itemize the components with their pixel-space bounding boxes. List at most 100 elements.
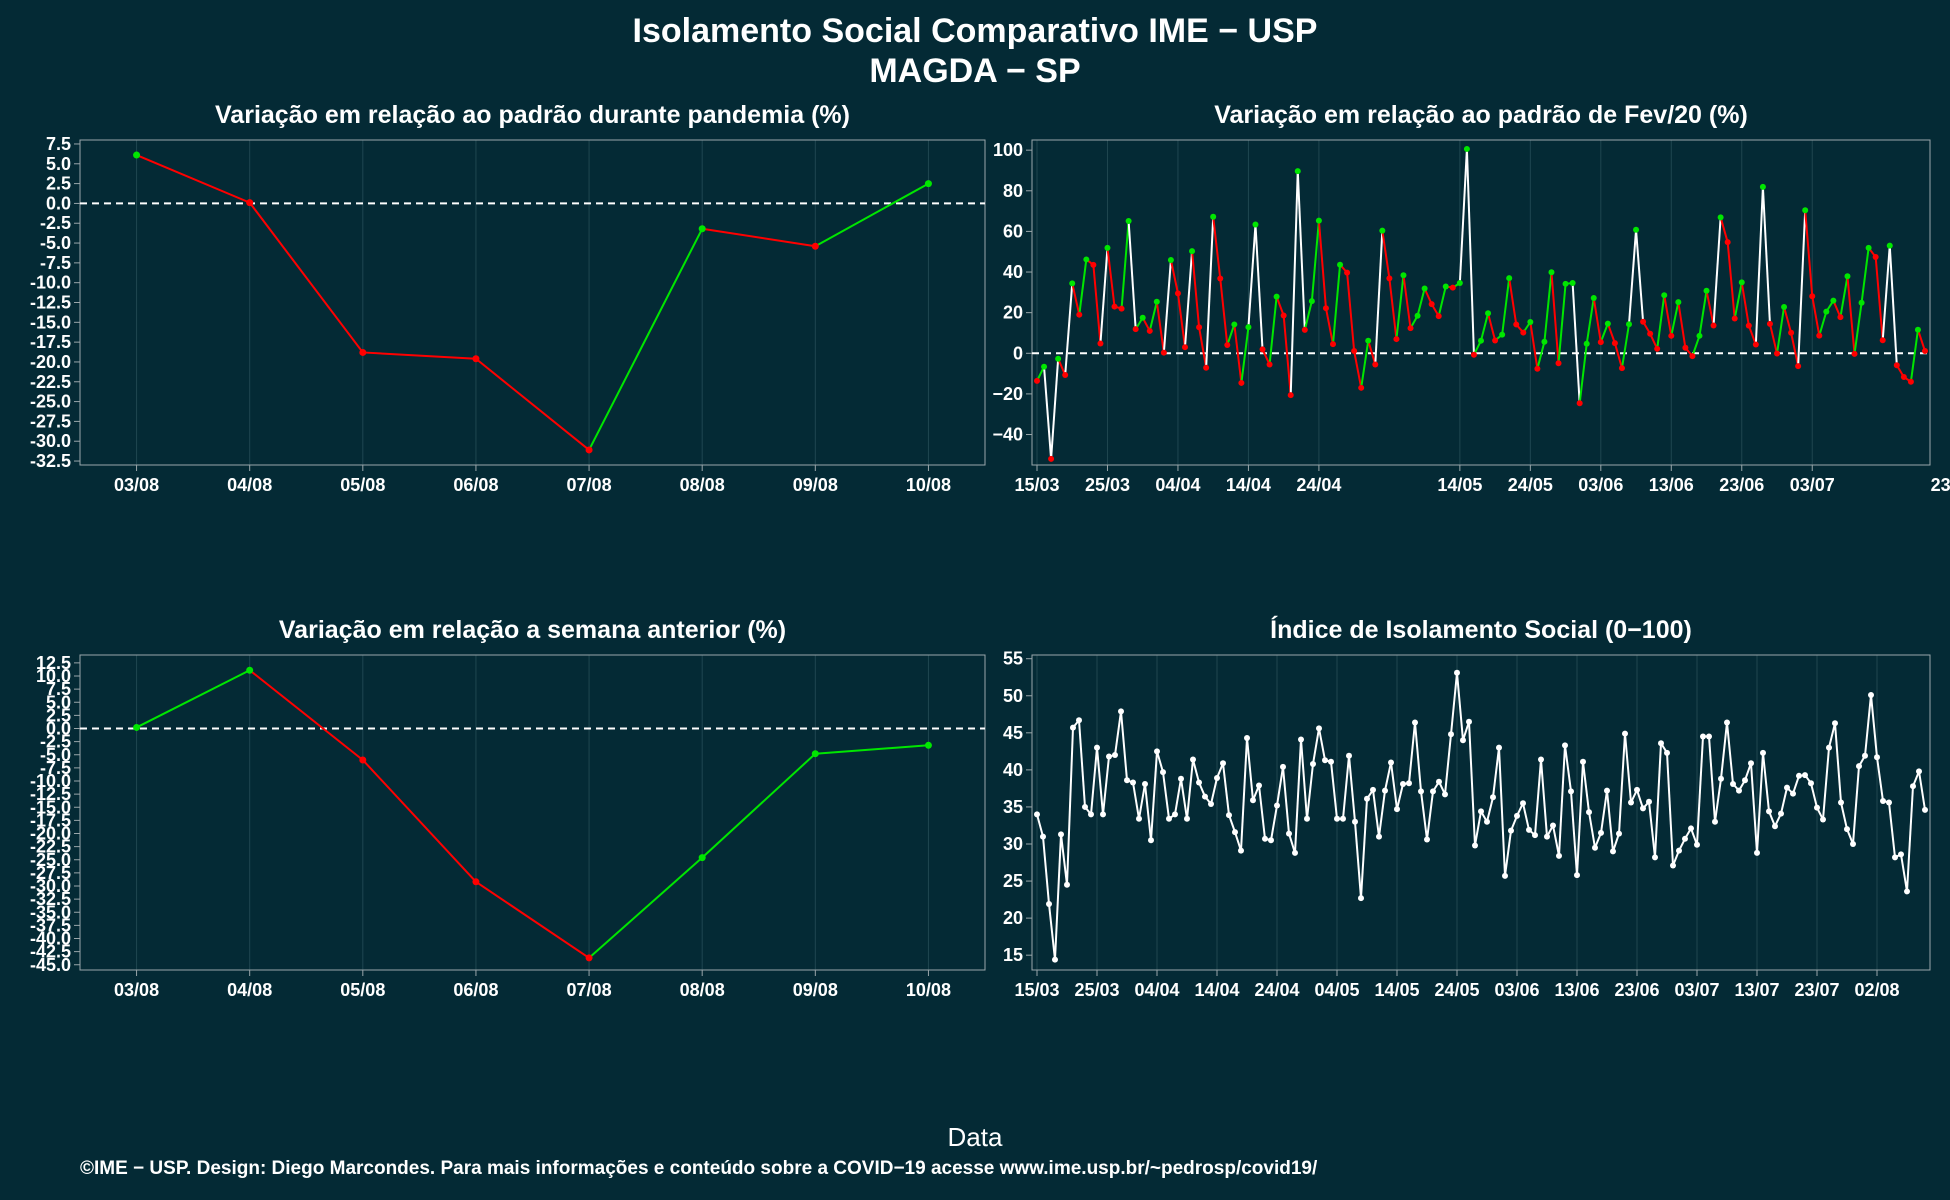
data-point xyxy=(1490,794,1496,801)
data-point xyxy=(1583,340,1590,347)
series-segment xyxy=(1780,787,1788,814)
data-point xyxy=(1153,298,1160,305)
data-point xyxy=(1365,337,1372,344)
footer-caption: ©IME − USP. Design: Diego Marcondes. Par… xyxy=(80,1158,1318,1179)
data-point xyxy=(1868,692,1874,699)
x-tick-label: 03/06 xyxy=(1578,475,1623,495)
series-segment xyxy=(1408,722,1416,784)
series-segment xyxy=(1420,791,1428,840)
series-segment xyxy=(1106,247,1116,307)
data-point xyxy=(1070,724,1076,731)
data-point xyxy=(1217,275,1224,282)
x-tick-label: 23/06 xyxy=(1614,980,1659,1000)
data-point xyxy=(1759,183,1766,190)
series-segment xyxy=(1628,229,1638,325)
data-point xyxy=(1478,808,1484,815)
data-point xyxy=(1160,769,1166,776)
series-segment xyxy=(1050,358,1060,459)
series-segment xyxy=(1288,833,1296,854)
y-tick-label: 2.5 xyxy=(46,705,71,725)
data-point xyxy=(1238,379,1245,386)
series-segment xyxy=(1557,283,1567,364)
series-segment xyxy=(1450,672,1458,735)
series-segment xyxy=(1296,171,1306,330)
data-point xyxy=(1879,337,1886,344)
x-tick-label: 09/08 xyxy=(793,475,838,495)
data-point xyxy=(1094,744,1100,751)
data-point xyxy=(1189,248,1196,255)
data-point xyxy=(1174,290,1181,297)
y-tick-label: -5.0 xyxy=(40,233,71,253)
series-segment xyxy=(1636,789,1644,809)
series-segment xyxy=(1078,720,1086,808)
data-point xyxy=(1652,854,1658,861)
series-segment xyxy=(1330,761,1338,819)
data-point xyxy=(472,878,480,886)
data-point xyxy=(1872,254,1879,260)
data-point xyxy=(1340,815,1346,822)
data-point xyxy=(1634,786,1640,793)
data-point xyxy=(1730,780,1736,787)
series-segment xyxy=(1726,242,1736,319)
data-point xyxy=(1802,772,1808,779)
data-point xyxy=(1294,168,1301,175)
series-segment xyxy=(588,856,703,959)
y-tick-label: 35 xyxy=(1003,797,1023,817)
data-point xyxy=(1442,791,1448,798)
data-point xyxy=(1449,284,1456,291)
y-tick-label: 0.0 xyxy=(46,193,71,213)
y-tick-label: 60 xyxy=(1003,221,1023,241)
data-point xyxy=(1388,759,1394,766)
series-segment xyxy=(1078,259,1088,315)
y-tick-label: -17.5 xyxy=(30,810,71,830)
data-point xyxy=(1330,341,1336,348)
data-point xyxy=(924,180,932,188)
data-point xyxy=(1386,275,1393,282)
y-tick-label: 80 xyxy=(1003,181,1023,201)
data-point xyxy=(1816,332,1823,339)
series-segment xyxy=(1289,171,1299,396)
series-segment xyxy=(1822,747,1830,820)
data-point xyxy=(1400,780,1406,787)
data-point xyxy=(1076,311,1083,318)
series-segment xyxy=(588,228,704,451)
data-point xyxy=(1148,837,1154,844)
series-segment xyxy=(1064,283,1074,376)
data-point xyxy=(1548,269,1555,276)
data-point xyxy=(1346,752,1352,759)
chart-pandemia: Variação em relação ao padrão durante pa… xyxy=(30,101,986,495)
data-point xyxy=(1210,213,1217,220)
data-point xyxy=(1837,314,1844,321)
data-point xyxy=(1598,829,1604,836)
data-point xyxy=(1610,848,1616,855)
series-segment xyxy=(1712,217,1722,326)
series-segment xyxy=(1390,762,1398,810)
data-point xyxy=(1069,280,1076,287)
series-segment xyxy=(1360,340,1370,388)
data-point xyxy=(1034,811,1040,818)
series-segment xyxy=(1486,797,1494,823)
y-tick-label: -27.5 xyxy=(30,411,71,431)
series-segment xyxy=(1578,343,1588,404)
series-segment xyxy=(1756,752,1764,853)
data-point xyxy=(1370,786,1376,793)
data-point xyxy=(1460,737,1466,744)
series-segment xyxy=(1839,276,1849,318)
x-tick-label: 05/08 xyxy=(340,475,385,495)
data-point xyxy=(1850,841,1856,847)
data-point xyxy=(1048,455,1055,462)
data-point xyxy=(1286,830,1292,837)
series-segment xyxy=(1534,759,1542,836)
data-point xyxy=(1046,901,1052,908)
data-point xyxy=(1496,744,1502,751)
series-segment xyxy=(1226,324,1236,346)
data-point xyxy=(1576,400,1583,407)
series-segment xyxy=(1381,230,1391,279)
data-point xyxy=(1668,332,1675,339)
chart-indice-isolamento: Índice de Isolamento Social (0−100) 15/03… xyxy=(1003,615,1931,1000)
series-segment xyxy=(1613,342,1623,369)
data-point xyxy=(133,723,141,731)
series-segment xyxy=(1222,763,1230,816)
data-point xyxy=(1418,788,1424,795)
series-segment xyxy=(1576,761,1584,876)
